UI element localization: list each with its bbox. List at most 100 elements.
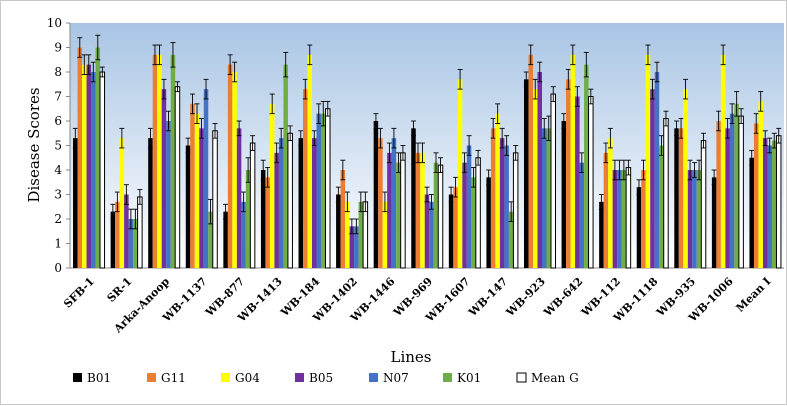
- bar-n07: [128, 219, 134, 268]
- bar-k01: [208, 211, 213, 268]
- bar-mean-g: [738, 115, 744, 269]
- category-group-arka-anoop: [147, 42, 181, 269]
- bar-g11: [77, 47, 83, 268]
- x-axis-title: Lines: [391, 348, 432, 366]
- bar-b05: [86, 64, 92, 269]
- bar-b01: [73, 138, 78, 268]
- category-group-sfb-1: [72, 34, 106, 269]
- bar-b01: [749, 157, 754, 268]
- bar-b05: [612, 170, 618, 268]
- category-group-mean-i: [749, 91, 782, 269]
- bar-b05: [499, 138, 505, 268]
- bar-g11: [115, 201, 120, 268]
- bar-b05: [312, 138, 317, 268]
- bar-b01: [185, 145, 191, 268]
- bar-b01: [411, 128, 416, 268]
- bar-g11: [152, 54, 158, 268]
- legend-swatch-n07: [369, 373, 378, 382]
- bar-mean-g: [287, 132, 293, 269]
- legend-label: G04: [235, 371, 260, 385]
- y-tick-label: 2: [54, 212, 62, 226]
- bar-b05: [762, 138, 768, 268]
- legend-label: G11: [161, 371, 186, 385]
- category-group-wb-1607: [448, 69, 481, 269]
- bar-n07: [166, 121, 171, 268]
- bar-mean-g: [775, 135, 782, 269]
- bar-n07: [241, 201, 246, 268]
- bar-b01: [599, 201, 604, 268]
- bar-n07: [504, 145, 509, 268]
- legend-swatch-k01: [443, 373, 452, 382]
- bar-mean-g: [400, 152, 406, 269]
- bar-mean-g: [625, 167, 632, 269]
- legend-label: Mean G: [531, 371, 579, 385]
- category-group-wb-1006: [711, 44, 744, 269]
- bar-g04: [758, 101, 763, 269]
- x-tick-label: Mean I: [734, 275, 774, 315]
- bar-b01: [373, 121, 379, 268]
- y-tick-label: 3: [54, 188, 62, 202]
- bar-g11: [378, 138, 383, 268]
- bar-k01: [771, 140, 777, 268]
- bar-b05: [387, 152, 392, 268]
- y-tick-label: 10: [47, 16, 62, 30]
- bar-g04: [532, 89, 538, 269]
- bar-mean-g: [174, 86, 181, 269]
- category-group-sr-1: [110, 127, 143, 269]
- bar-g04: [720, 54, 726, 268]
- y-tick-label: 8: [54, 65, 62, 79]
- bar-group: [72, 34, 782, 269]
- bar-mean-g: [137, 196, 143, 269]
- bar-k01: [471, 177, 476, 268]
- bar-g04: [82, 64, 87, 269]
- bar-b01: [523, 79, 529, 268]
- bar-g11: [678, 128, 684, 268]
- bar-g11: [528, 54, 533, 268]
- bar-k01: [170, 54, 176, 268]
- x-axis-labels: SFB-1 SR-1Arka-AnoopWB-1137WB-877WB-1413W…: [61, 275, 773, 336]
- category-group-wb-184: [298, 44, 331, 269]
- bar-n07: [692, 170, 697, 268]
- bar-n07: [541, 128, 547, 268]
- category-group-wb-1446: [373, 113, 406, 269]
- legend-swatch-b01: [73, 373, 82, 382]
- x-tick-label: WB-147: [465, 275, 510, 320]
- bar-b05: [124, 194, 129, 268]
- bar-mean-g: [437, 164, 444, 269]
- legend-swatch-g11: [147, 373, 156, 382]
- bar-b01: [448, 194, 454, 268]
- bar-n07: [579, 162, 585, 268]
- bar-mean-g: [588, 96, 594, 269]
- bar-n07: [91, 72, 96, 268]
- bar-mean-g: [512, 152, 519, 269]
- bar-mean-g: [325, 108, 331, 269]
- bar-b05: [349, 226, 355, 268]
- bar-g04: [683, 89, 688, 269]
- x-tick-label: WB-923: [503, 275, 548, 320]
- bar-g11: [340, 170, 346, 268]
- x-tick-label: WB-642: [541, 275, 586, 320]
- y-tick-label: 7: [54, 90, 62, 104]
- bar-n07: [654, 72, 660, 268]
- bar-n07: [354, 226, 359, 268]
- category-group-wb-1402: [335, 159, 369, 269]
- bar-b05: [161, 89, 167, 269]
- bar-b01: [110, 211, 116, 268]
- bar-b05: [687, 170, 693, 268]
- bar-b01: [711, 177, 717, 268]
- y-tick-label: 6: [54, 114, 62, 128]
- category-group-wb-1413: [260, 51, 293, 269]
- category-group-wb-1118: [636, 44, 669, 269]
- bar-b01: [486, 177, 491, 268]
- bar-k01: [245, 170, 251, 268]
- bar-b01: [298, 138, 304, 268]
- bar-k01: [508, 211, 514, 268]
- bar-g04: [232, 72, 237, 268]
- legend-label: B05: [309, 371, 333, 385]
- legend-label: K01: [457, 371, 481, 385]
- bar-k01: [696, 170, 702, 268]
- bar-n07: [391, 138, 397, 268]
- bar-b01: [260, 170, 266, 268]
